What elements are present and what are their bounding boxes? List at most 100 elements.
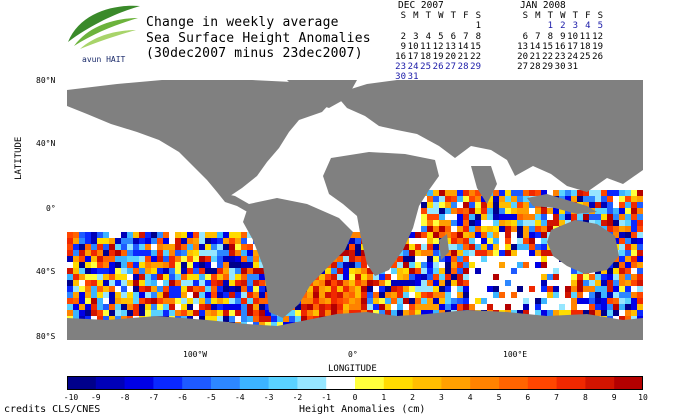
anomaly-cell — [265, 322, 271, 328]
anomaly-cell — [205, 280, 211, 286]
anomaly-cell — [247, 262, 253, 268]
anomaly-cell — [241, 262, 247, 268]
anomaly-cell — [91, 268, 97, 274]
anomaly-cell — [241, 280, 247, 286]
anomaly-cell — [553, 292, 559, 298]
calendar-day: 30 — [395, 72, 406, 83]
anomaly-cell — [229, 250, 235, 256]
anomaly-cell — [325, 280, 331, 286]
anomaly-cell — [145, 298, 151, 304]
anomaly-cell — [457, 256, 463, 262]
calendar-day: 12 — [432, 41, 444, 52]
anomaly-cell — [625, 280, 631, 286]
x-tick-0: 0° — [348, 350, 358, 359]
anomaly-cell — [553, 220, 559, 226]
anomaly-cell — [157, 292, 163, 298]
anomaly-cell — [415, 274, 421, 280]
week-row: 23 24 25 26 27 28 29 — [395, 62, 508, 73]
anomaly-cell — [229, 316, 235, 322]
anomaly-cell — [607, 220, 613, 226]
anomaly-cell — [421, 238, 427, 244]
anomaly-cell — [79, 304, 85, 310]
anomaly-cell — [427, 244, 433, 250]
anomaly-cell — [517, 202, 523, 208]
anomaly-cell — [223, 310, 229, 316]
anomaly-cell — [445, 268, 451, 274]
anomaly-cell — [631, 232, 637, 238]
anomaly-cell — [439, 262, 445, 268]
colorbar-segment — [556, 376, 586, 390]
anomaly-cell — [337, 310, 343, 316]
anomaly-cell — [211, 280, 217, 286]
anomaly-cell — [559, 214, 565, 220]
anomaly-cell — [115, 250, 121, 256]
week-row: 1 — [398, 21, 508, 31]
anomaly-cell — [637, 232, 643, 238]
anomaly-cell — [175, 262, 181, 268]
colorbar-tick-label: -10 — [63, 393, 79, 402]
anomaly-cell — [541, 310, 547, 316]
anomaly-cell — [163, 256, 169, 262]
anomaly-cell — [241, 232, 247, 238]
anomaly-cell — [421, 292, 427, 298]
north-america — [67, 80, 335, 198]
anomaly-cell — [199, 274, 205, 280]
anomaly-cell — [181, 238, 187, 244]
anomaly-cell — [229, 274, 235, 280]
anomaly-cell — [115, 292, 121, 298]
anomaly-cell — [139, 268, 145, 274]
anomaly-cell — [607, 226, 613, 232]
anomaly-cell — [595, 196, 601, 202]
anomaly-cell — [73, 262, 79, 268]
anomaly-cell — [625, 268, 631, 274]
anomaly-cell — [397, 256, 403, 262]
anomaly-cell — [229, 298, 235, 304]
weekday-label: F — [463, 11, 469, 22]
anomaly-cell — [589, 274, 595, 280]
calendar-day: 26 — [432, 62, 444, 73]
anomaly-cell — [73, 304, 79, 310]
anomaly-cell — [151, 286, 157, 292]
anomaly-cell — [619, 196, 625, 202]
anomaly-cell — [625, 256, 631, 262]
anomaly-cell — [469, 250, 475, 256]
anomaly-cell — [67, 280, 73, 286]
anomaly-cell — [439, 226, 445, 232]
anomaly-cell — [595, 310, 601, 316]
anomaly-cell — [187, 232, 193, 238]
colorbar-segment — [239, 376, 270, 390]
anomaly-cell — [265, 316, 271, 322]
anomaly-cell — [367, 274, 373, 280]
y-tick-0: 0° — [46, 204, 56, 213]
anomaly-cell — [439, 196, 445, 202]
anomaly-cell — [211, 298, 217, 304]
anomaly-cell — [235, 304, 241, 310]
anomaly-cell — [469, 304, 475, 310]
anomaly-cell — [169, 268, 175, 274]
calendar-month-label: DEC 2007 — [398, 0, 444, 11]
anomaly-cell — [349, 232, 355, 238]
anomaly-cell — [133, 244, 139, 250]
anomaly-cell — [211, 310, 217, 316]
anomaly-cell — [199, 280, 205, 286]
anomaly-cell — [145, 304, 151, 310]
anomaly-cell — [631, 190, 637, 196]
colorbar — [67, 376, 643, 390]
anomaly-cell — [487, 214, 493, 220]
anomaly-cell — [451, 220, 457, 226]
anomaly-cell — [199, 244, 205, 250]
anomaly-cell — [253, 280, 259, 286]
anomaly-cell — [445, 238, 451, 244]
anomaly-cell — [523, 220, 529, 226]
anomaly-cell — [631, 196, 637, 202]
anomaly-cell — [631, 268, 637, 274]
anomaly-cell — [331, 274, 337, 280]
anomaly-cell — [607, 214, 613, 220]
calendar-day: 31 — [407, 72, 419, 83]
anomaly-cell — [475, 202, 481, 208]
anomaly-cell — [355, 292, 361, 298]
anomaly-cell — [265, 304, 271, 310]
anomaly-cell — [505, 232, 511, 238]
anomaly-cell — [181, 256, 187, 262]
